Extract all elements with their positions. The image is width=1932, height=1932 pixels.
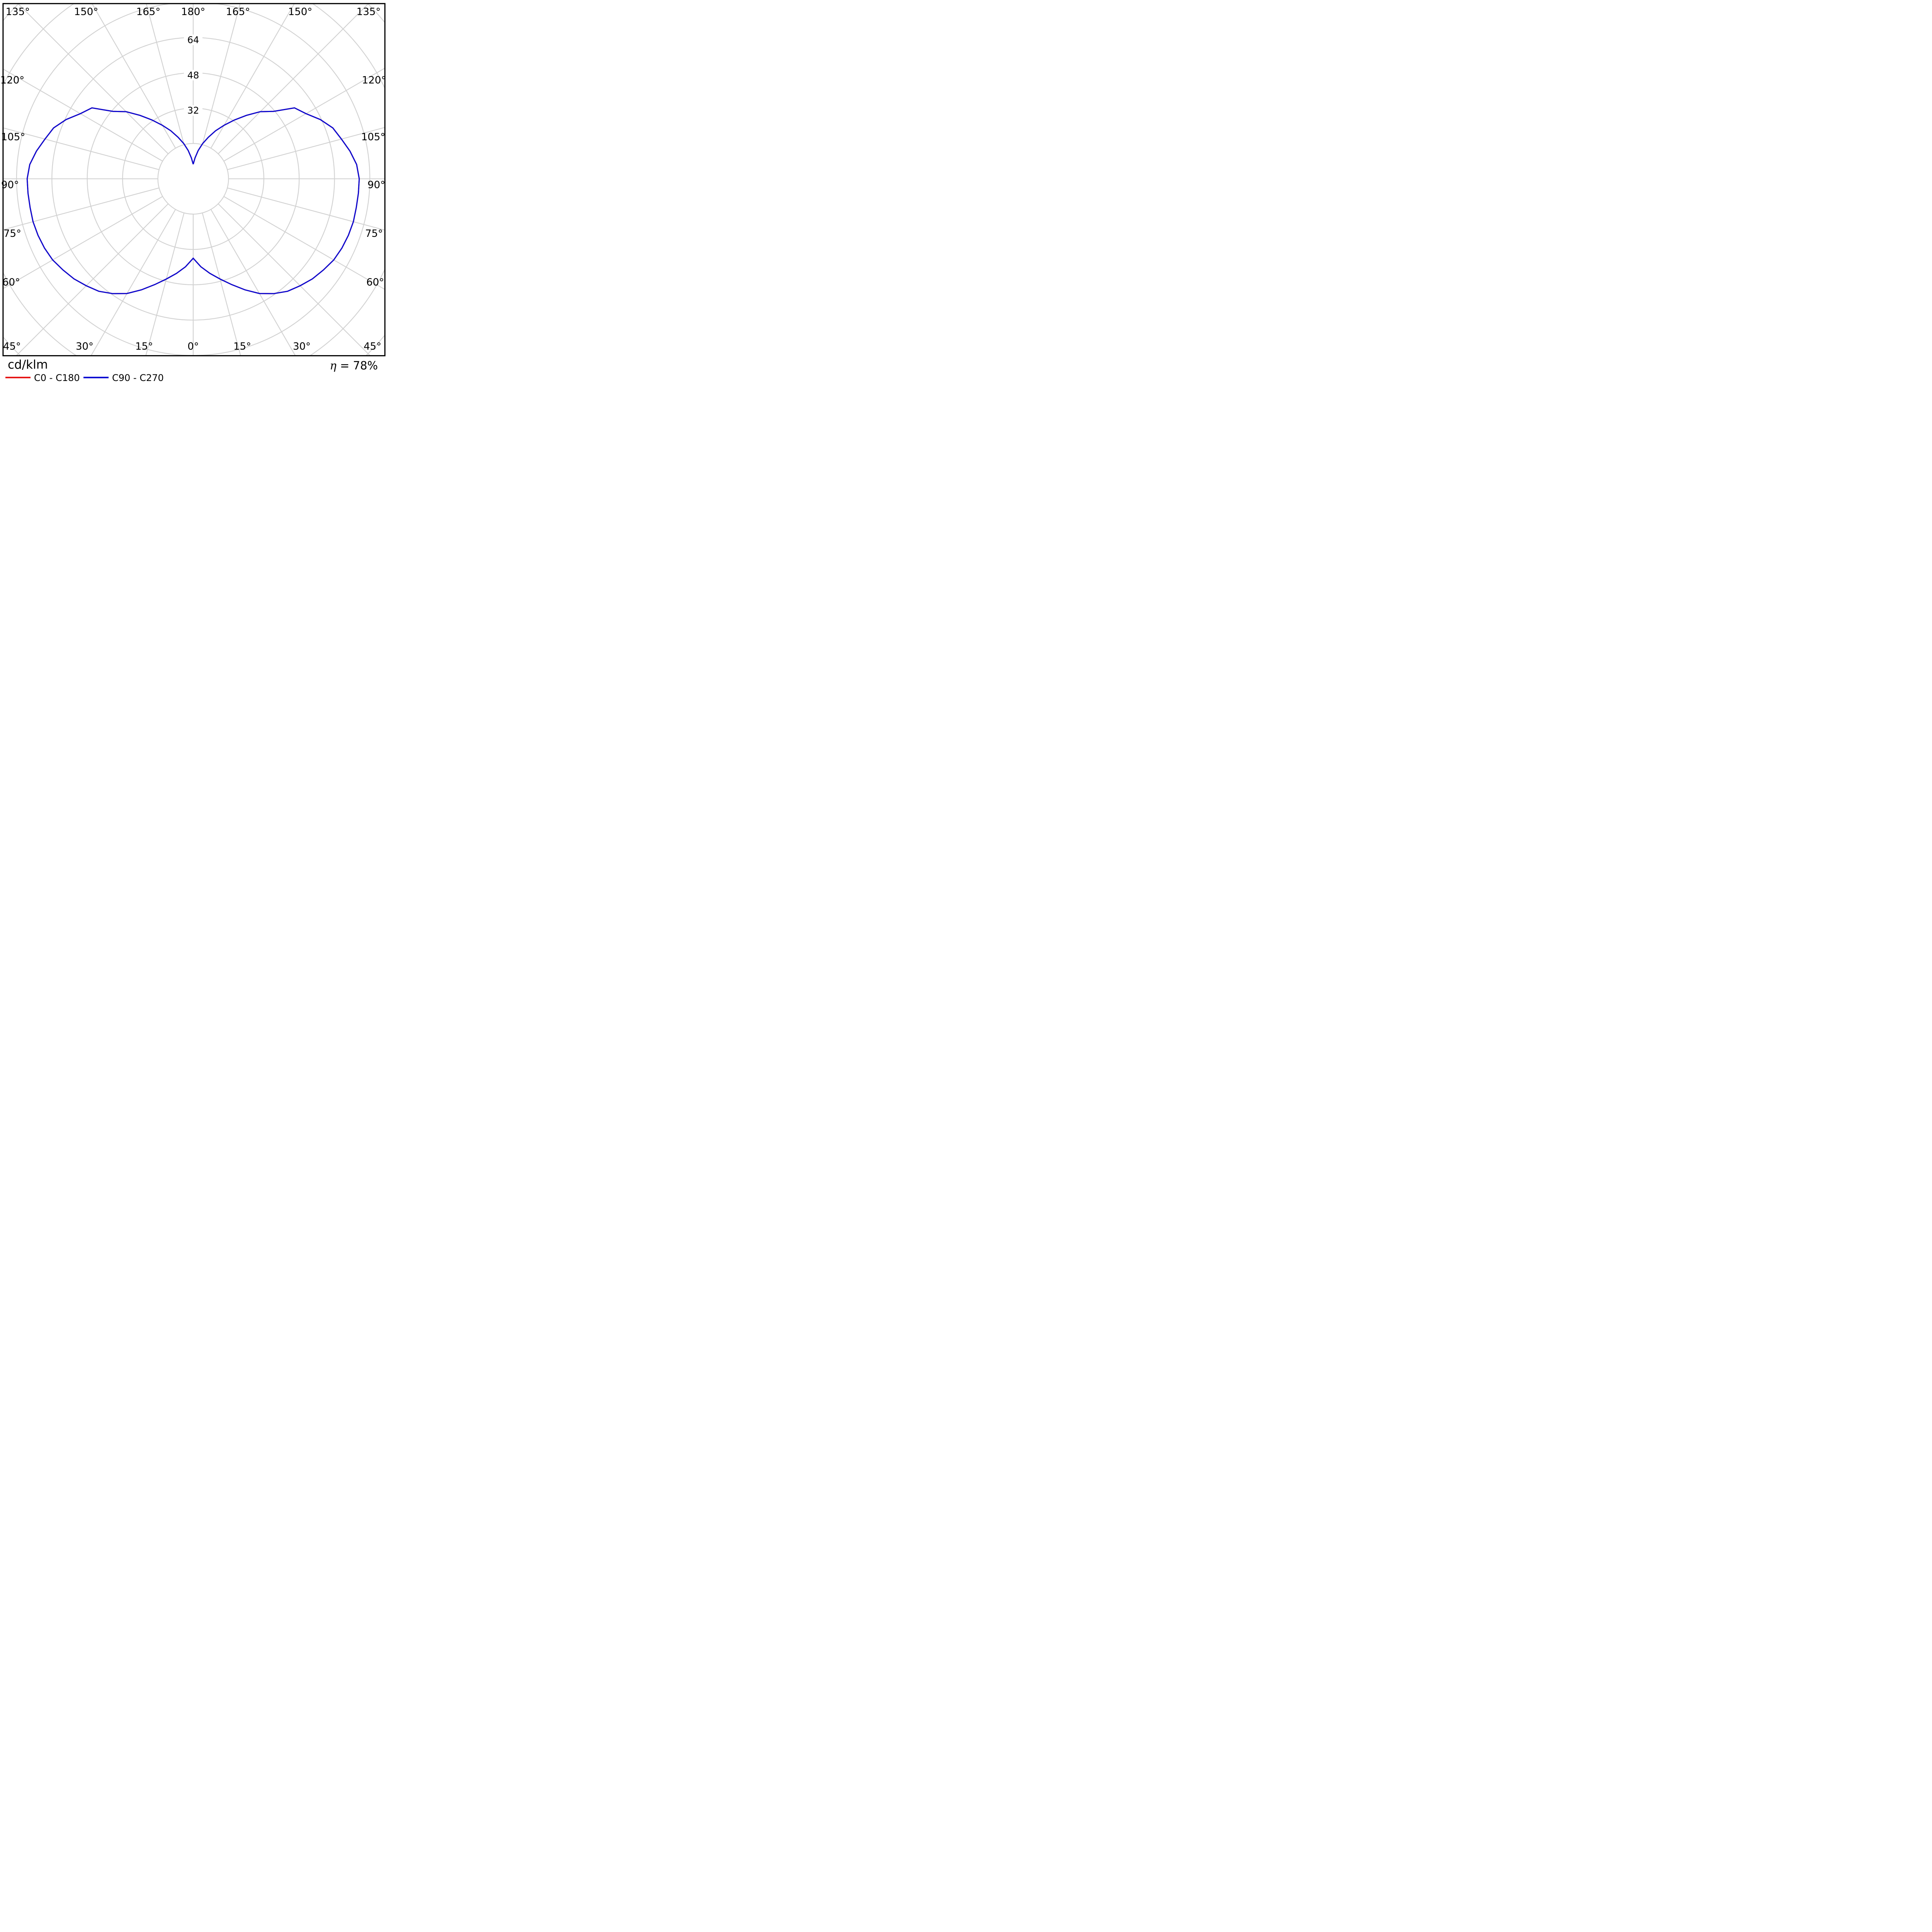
legend-label-1: C90 - C270 (112, 372, 164, 383)
angle-label-4-165deg: 165° (226, 6, 250, 18)
angle-label-1-150deg: 150° (74, 6, 99, 18)
angle-label-8-105deg: 105° (1, 131, 26, 143)
angle-label-17-60deg: 60° (366, 277, 384, 288)
grid-spoke-165 (202, 3, 241, 145)
ring-label-48: 48 (187, 70, 199, 81)
legend-swatch-0 (5, 377, 31, 378)
angle-label-15-90deg: 90° (367, 179, 385, 191)
angle-label-20-15deg: 15° (135, 341, 153, 352)
ring-label-64: 64 (187, 34, 199, 45)
angle-label-0-135deg: 135° (6, 6, 30, 18)
efficiency-label: η = 78% (330, 360, 378, 371)
angle-label-2-165deg: 165° (136, 6, 161, 18)
angle-label-6-135deg: 135° (357, 6, 381, 18)
grid-spoke-15 (202, 213, 241, 356)
grid-spoke-330 (90, 209, 176, 356)
ring-label-gap (184, 70, 202, 80)
angle-label-18-45deg: 45° (364, 341, 381, 352)
photometric-polar-diagram: 32 48 64 135° 150° 165° 180° 165° 150° 135° 120° 10… (0, 0, 386, 386)
angle-label-16-75deg: 75° (365, 228, 383, 240)
grid-spoke-225 (17, 3, 169, 154)
grid-spoke-300 (3, 196, 163, 289)
legend-swatch-1 (83, 377, 109, 378)
grid-spoke-150 (210, 3, 295, 149)
angle-labels: 135° 150° 165° 180° 165° 150° 135° 120° 105° 90° 7… (0, 6, 386, 352)
grid-spoke-210 (91, 3, 176, 149)
grid-spoke-45 (218, 203, 371, 356)
angle-label-12-45deg: 45° (3, 341, 21, 352)
grid-spoke-285 (3, 187, 159, 230)
angle-label-7-120deg: 120° (0, 75, 25, 86)
angle-label-19-30deg: 30° (76, 341, 94, 352)
grid-spoke-195 (146, 3, 185, 145)
angle-label-22-15deg: 15° (233, 341, 251, 352)
grid-spoke-315 (15, 203, 169, 356)
ring-label-gap (184, 105, 202, 116)
series-curve-C90-C270 (26, 107, 360, 294)
angle-label-23-30deg: 30° (293, 341, 311, 352)
grid-spoke-30 (210, 209, 296, 356)
angle-label-3-180deg: 180° (181, 6, 206, 18)
polar-grid (3, 3, 385, 356)
angle-label-21-0deg: 0° (187, 341, 199, 352)
unit-label: cd/klm (8, 358, 48, 372)
grid-spoke-135 (218, 3, 369, 154)
curves (26, 107, 360, 294)
ring-labels: 32 48 64 (184, 34, 202, 116)
ring-label-gap (184, 34, 202, 45)
angle-label-5-150deg: 150° (288, 6, 313, 18)
angle-label-10-75deg: 75° (3, 228, 21, 240)
ring-label-32: 32 (187, 105, 199, 116)
grid-spoke-240 (3, 68, 163, 162)
eta-symbol: η (330, 359, 337, 372)
grid-spoke-120 (223, 68, 385, 162)
plot-border (2, 3, 386, 357)
grid-spoke-255 (3, 127, 159, 170)
grid-spoke-75 (227, 187, 385, 231)
angle-label-11-60deg: 60° (2, 277, 20, 288)
grid-ring-16 (157, 143, 229, 215)
polar-chart: 32 48 64 135° 150° 165° 180° 165° 150° 135° 120° 10… (0, 3, 386, 357)
legend-label-0: C0 - C180 (34, 372, 80, 383)
angle-label-9-90deg: 90° (1, 179, 19, 191)
grid-spoke-105 (227, 127, 385, 170)
grid-spoke-345 (145, 213, 185, 356)
eta-value: = 78% (336, 359, 378, 372)
angle-label-13-120deg: 120° (362, 75, 386, 86)
grid-spoke-60 (223, 196, 385, 290)
angle-label-14-105deg: 105° (361, 131, 386, 143)
